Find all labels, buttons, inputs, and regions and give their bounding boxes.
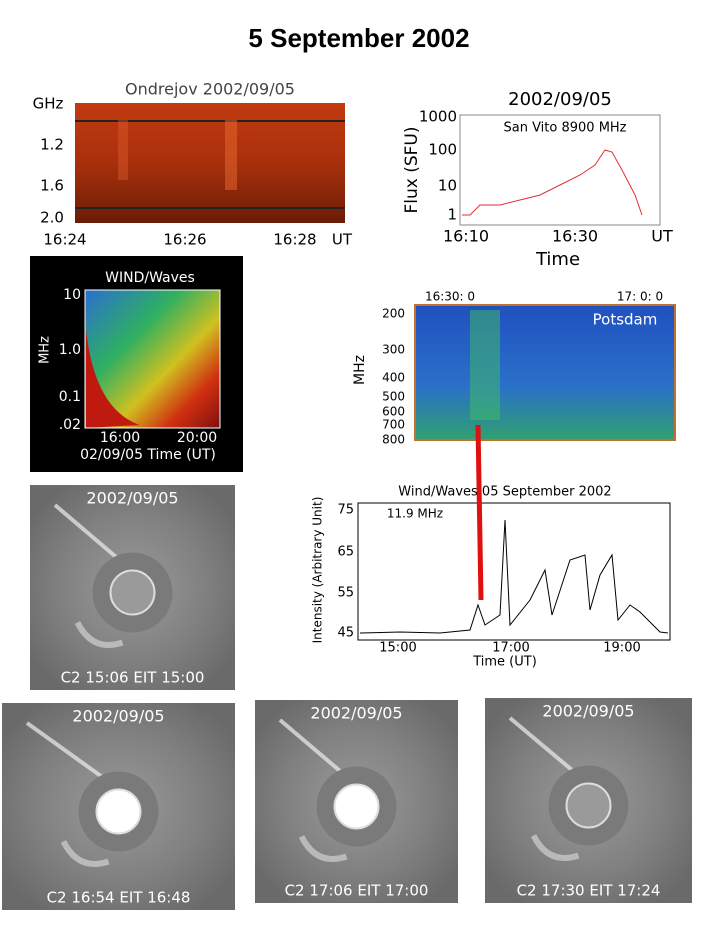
x-tick-label: 16:24 (43, 231, 86, 249)
panel-title: WIND/Waves (105, 270, 195, 286)
x-tick-label: 16:00 (100, 430, 140, 446)
image-caption: C2 17:30 EIT 17:24 (517, 882, 661, 900)
x-tick-label: 17:00 (492, 641, 529, 656)
x-tick-label: 16:26 (163, 231, 206, 249)
y-tick-label: 0.1 (59, 389, 81, 405)
panel-title: Ondrejov 2002/09/05 (125, 80, 295, 99)
plot-label: San Vito 8900 MHz (503, 121, 626, 136)
y-tick-label: 45 (337, 626, 354, 641)
panel-title: Wind/Waves 05 September 2002 (398, 485, 611, 500)
plot-frame (357, 502, 671, 641)
y-axis-title: MHz (38, 336, 53, 364)
y-tick-label: 1 (447, 206, 457, 224)
x-tick-label: 15:00 (379, 641, 416, 656)
y-tick-label: 600 (382, 405, 405, 419)
x-tick-label: 17: 0: 0 (617, 290, 663, 304)
y-tick-label: 200 (382, 307, 405, 321)
intensity-curve (359, 519, 669, 634)
x-tick-label: 19:00 (603, 641, 640, 656)
cme-loop (298, 835, 348, 862)
y-tick-label: 1.2 (40, 136, 64, 154)
x-tick-label: 20:00 (177, 430, 217, 446)
solar-disk (565, 782, 612, 829)
plot-label: 11.9 MHz (387, 507, 443, 521)
x-tick-label: 16:28 (273, 231, 316, 249)
y-tick-label: 2.0 (40, 209, 64, 227)
connector-arrow (475, 424, 484, 601)
image-date: 2002/09/05 (310, 704, 402, 723)
image-burst (86, 330, 140, 428)
plot-frame (459, 114, 661, 226)
y-tick-label: 75 (337, 503, 354, 518)
axis-unit: GHz (33, 95, 64, 113)
solar-disk (109, 569, 156, 616)
flux-curve (462, 149, 643, 216)
axis-unit: UT (332, 231, 353, 249)
y-axis-title: MHz (352, 355, 368, 385)
y-tick-label: 500 (382, 390, 405, 404)
image-burst (118, 120, 128, 180)
image-date: 2002/09/05 (542, 702, 634, 721)
y-tick-label: 800 (382, 433, 405, 447)
cme-streamer (25, 721, 110, 784)
x-tick-label: 16:30 (552, 227, 598, 246)
axis-unit: UT (651, 227, 673, 246)
solar-disk (333, 783, 380, 830)
x-axis-title: Time (535, 249, 580, 270)
y-axis-title: Intensity (Arbitrary Unit) (311, 497, 325, 644)
y-tick-label: 400 (382, 371, 405, 385)
y-tick-label: 55 (337, 586, 354, 601)
x-axis-title: 02/09/05 Time (UT) (80, 447, 216, 463)
image-burst (225, 120, 237, 190)
image-caption: C2 17:06 EIT 17:00 (285, 882, 429, 900)
y-tick-label: 10 (438, 177, 457, 195)
cme-loop (74, 621, 124, 648)
cme-streamer (53, 503, 124, 565)
plot-label: Potsdam (593, 311, 658, 329)
image-caption: C2 16:54 EIT 16:48 (47, 889, 191, 907)
y-tick-label: .02 (59, 417, 81, 433)
y-tick-label: 1000 (419, 108, 457, 126)
panel-title: 2002/09/05 (508, 89, 612, 110)
x-tick-label: 16:10 (443, 227, 489, 246)
y-tick-label: 300 (382, 343, 405, 357)
image-caption: C2 15:06 EIT 15:00 (61, 669, 205, 687)
y-tick-label: 1.6 (40, 177, 64, 195)
x-axis-title: Time (UT) (472, 655, 537, 670)
y-axis-title: Flux (SFU) (402, 126, 422, 213)
plot-frame (84, 289, 221, 429)
cme-streamer (278, 718, 348, 779)
cme-loop (530, 834, 580, 861)
image-date: 2002/09/05 (86, 489, 178, 508)
cme-loop (60, 840, 110, 867)
spectrogram-image (75, 103, 345, 223)
y-tick-label: 1.0 (59, 342, 81, 358)
image-date: 2002/09/05 (72, 707, 164, 726)
solar-disk (95, 788, 142, 835)
y-tick-label: 100 (428, 141, 457, 159)
page-title: 5 September 2002 (248, 23, 469, 53)
y-tick-label: 65 (337, 545, 354, 560)
plot-frame (414, 304, 676, 441)
y-tick-label: 700 (382, 418, 405, 432)
x-tick-label: 16:30: 0 (425, 290, 475, 304)
spectrogram-image (415, 305, 675, 440)
image-burst (470, 310, 500, 420)
cme-streamer (508, 716, 580, 778)
y-tick-label: 10 (63, 287, 81, 303)
